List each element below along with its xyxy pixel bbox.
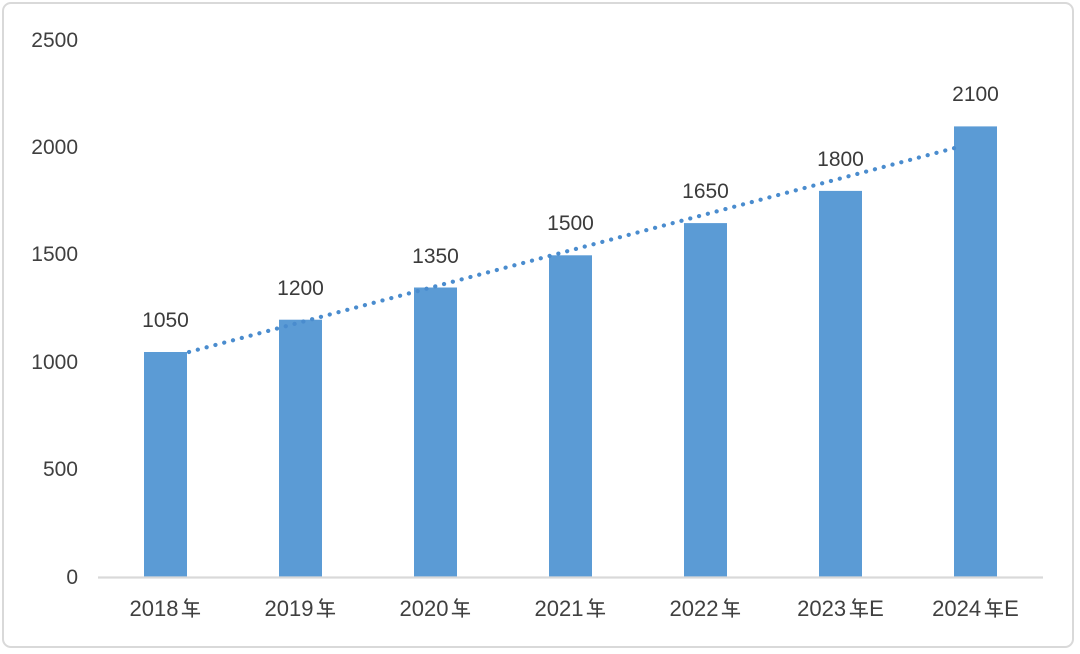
- bar: [549, 255, 592, 578]
- bars-group: [144, 126, 997, 578]
- bar: [819, 190, 862, 578]
- bar: [144, 352, 187, 578]
- bar: [954, 126, 997, 578]
- bar: [279, 319, 322, 578]
- bar: [414, 287, 457, 578]
- bar: [684, 223, 727, 578]
